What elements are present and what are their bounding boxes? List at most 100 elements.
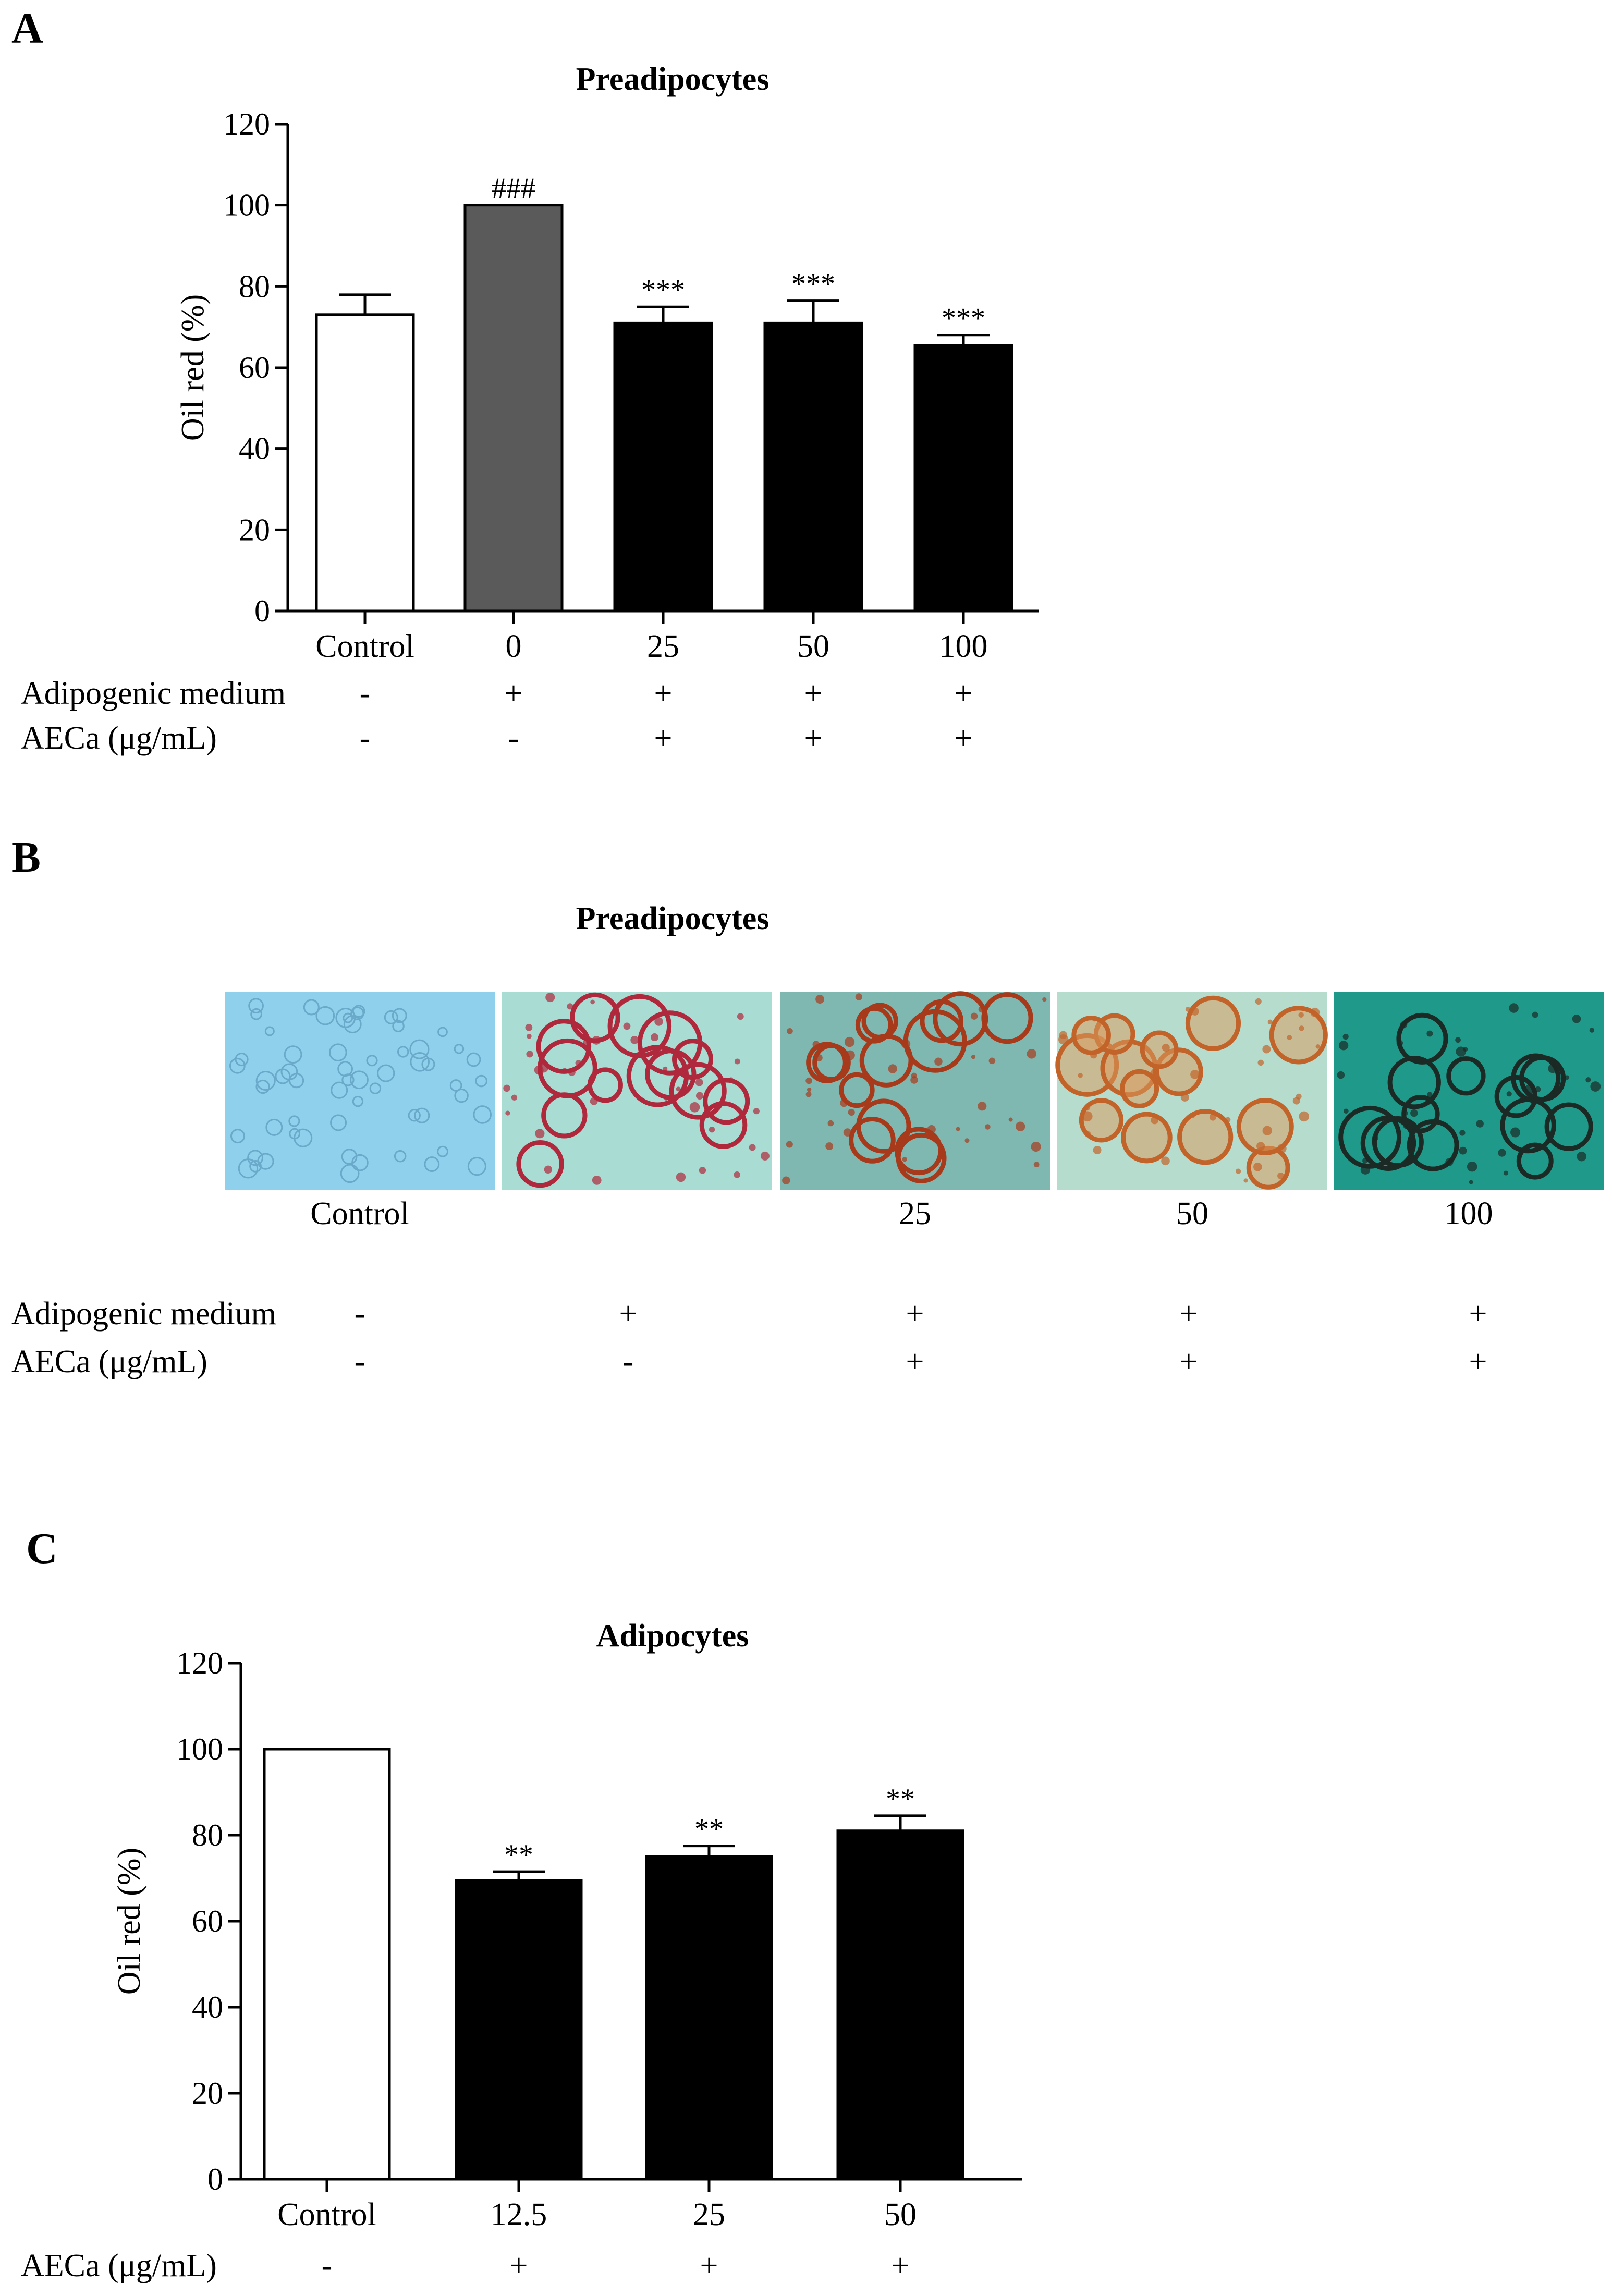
stain-speck: [1151, 1068, 1159, 1077]
stain-speck: [1257, 1059, 1264, 1066]
stain-speck: [1467, 1161, 1477, 1172]
stain-speck: [567, 1003, 573, 1010]
cell-outline: [255, 1079, 270, 1094]
stain-speck: [503, 1084, 510, 1092]
micrograph-row-sign: +: [906, 1344, 924, 1379]
chart-c-ytick-label: 0: [207, 2162, 223, 2196]
chart-c-bar: [836, 1829, 964, 2181]
micrograph-label: 25: [899, 1196, 931, 1231]
stain-speck: [664, 1096, 669, 1101]
micrograph-aeca-50: [1055, 992, 1328, 1190]
lipid-droplet-cell: [1396, 1012, 1448, 1065]
cell-outline: [230, 1129, 246, 1144]
chart-a-category-label: 100: [939, 629, 988, 664]
stain-speck: [848, 1108, 855, 1116]
stain-speck: [1267, 1019, 1273, 1025]
cell-outline: [341, 1149, 358, 1165]
stain-speck: [749, 1144, 756, 1151]
stain-speck: [527, 1033, 532, 1039]
cell-outline: [352, 1005, 365, 1018]
chart-a-category-label: 50: [797, 629, 829, 664]
cell-outline: [437, 1145, 449, 1157]
chart-c-ytick-label: 100: [176, 1732, 223, 1766]
stain-speck: [805, 1077, 812, 1084]
cell-outline: [369, 1082, 382, 1094]
stain-speck: [988, 1057, 996, 1065]
cell-outline: [343, 1012, 353, 1023]
cell-outline: [340, 1164, 360, 1183]
chart-c-row-label: AECa (μg/mL): [21, 2248, 217, 2283]
lipid-droplet-cell: [1121, 1112, 1173, 1164]
chart-c-category-label: 25: [693, 2197, 725, 2232]
cell-outline: [247, 1150, 263, 1166]
chart-a-category-label: Control: [315, 629, 414, 664]
chart-c-bar: [455, 1879, 583, 2181]
cell-outline: [454, 1088, 469, 1103]
stain-speck: [1506, 1091, 1512, 1097]
lipid-droplet-cell: [1338, 1105, 1402, 1169]
stain-speck: [1400, 1021, 1408, 1029]
stain-speck: [568, 1068, 576, 1076]
stain-speck: [1338, 1041, 1349, 1051]
stain-speck: [787, 1028, 793, 1034]
stain-speck: [1476, 1120, 1484, 1128]
micrograph-medium: [502, 992, 772, 1190]
stain-speck: [888, 1064, 897, 1073]
stain-speck: [1509, 1003, 1519, 1013]
chart-c-ytick-label: 60: [192, 1904, 223, 1938]
cell-outline: [264, 1026, 275, 1036]
stain-speck: [1535, 1086, 1541, 1092]
stain-speck: [1532, 1011, 1538, 1018]
stain-speck: [1277, 1172, 1284, 1179]
stain-speck: [1092, 1016, 1097, 1022]
cell-outline: [366, 1055, 378, 1067]
micrograph-row-sign: +: [1180, 1296, 1198, 1332]
stain-speck: [1243, 1178, 1248, 1183]
stain-speck: [734, 1171, 740, 1178]
stain-speck: [971, 1055, 976, 1059]
lipid-droplet-cell: [1120, 1069, 1159, 1108]
cell-outline: [410, 1052, 430, 1072]
cell-outline: [238, 1158, 259, 1179]
stain-speck: [1209, 1114, 1216, 1121]
micrograph-aeca-100: [1334, 992, 1604, 1190]
stain-speck: [1253, 1162, 1262, 1171]
stain-speck: [1093, 1145, 1102, 1155]
chart-a-bar: [763, 321, 863, 613]
stain-speck: [786, 1141, 793, 1148]
cell-outline: [394, 1150, 407, 1163]
stain-speck: [1572, 1014, 1581, 1023]
chart-c-bar: [263, 1748, 391, 2181]
micrograph-row-label: Adipogenic medium: [11, 1296, 276, 1332]
chart-preadipocytes: Preadipocytes 0 20 40 60 80 100 120 Oil red (%) C…: [21, 62, 1039, 756]
lipid-droplet-cell: [1544, 1102, 1593, 1151]
chart-c-ytick-label: 80: [192, 1818, 223, 1852]
stain-speck: [978, 1102, 987, 1111]
stain-speck: [845, 1050, 855, 1060]
stain-speck: [1445, 1158, 1454, 1166]
lipid-droplet-cell: [516, 1140, 564, 1188]
chart-a-ytick-label: 0: [254, 594, 270, 628]
micrograph-row-sign: +: [1469, 1296, 1487, 1332]
chart-a-row-label: AECa (μg/mL): [21, 720, 217, 756]
stain-speck: [1027, 1048, 1037, 1059]
chart-c-row-sign: +: [892, 2248, 910, 2283]
micrograph-row-sign: -: [355, 1344, 365, 1379]
micrograph-label: 100: [1445, 1196, 1493, 1231]
stain-speck: [1078, 1073, 1083, 1078]
chart-a-ytick-label: 80: [239, 269, 270, 303]
panel-letter-a: A: [11, 4, 43, 53]
cell-outline: [467, 1157, 486, 1176]
cell-outline: [294, 1128, 313, 1147]
cell-outline: [437, 1027, 448, 1037]
stain-speck: [699, 1167, 706, 1174]
chart-a-row-label: Adipogenic medium: [21, 676, 286, 711]
lipid-droplet-cell: [1177, 1109, 1234, 1165]
stain-speck: [1545, 1138, 1552, 1144]
cell-outline: [331, 1081, 348, 1099]
stain-speck: [753, 1108, 760, 1115]
stain-speck: [689, 1102, 700, 1113]
cell-outline: [250, 1008, 262, 1020]
stain-speck: [1084, 1104, 1091, 1111]
stain-speck: [1525, 1084, 1535, 1094]
